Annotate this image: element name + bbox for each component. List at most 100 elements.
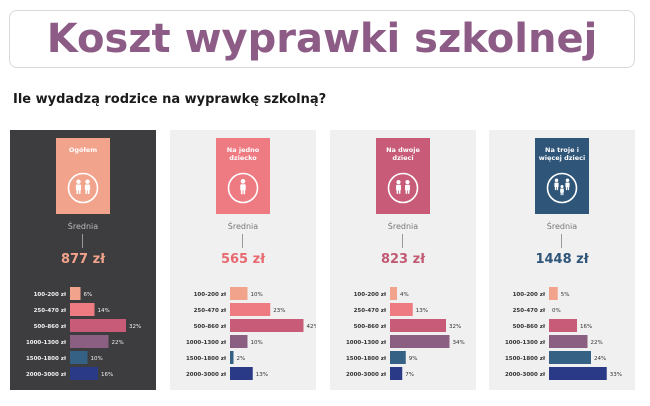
category-badge: Na troje i więcej dzieci xyxy=(535,138,589,214)
subtitle: Ile wydadzą rodzice na wyprawkę szkolną? xyxy=(13,92,327,107)
category-label: 2000-3000 zł xyxy=(186,372,227,378)
average-label: Średnia xyxy=(227,222,259,231)
bar xyxy=(549,351,591,364)
value-label: 13% xyxy=(256,372,268,378)
value-label: 32% xyxy=(449,324,461,330)
value-label: 42% xyxy=(307,324,317,330)
category-label: 250-470 zł xyxy=(513,308,546,314)
category-label: 1500-1800 zł xyxy=(186,356,227,362)
value-label: 2% xyxy=(237,356,246,362)
value-label: 5% xyxy=(561,292,570,298)
average-label: Średnia xyxy=(67,222,99,231)
category-badge: Na jedno dziecko xyxy=(216,138,270,214)
bar xyxy=(70,351,88,364)
bar xyxy=(70,287,81,300)
category-label: 100-200 zł xyxy=(194,292,227,298)
category-label: 2000-3000 zł xyxy=(26,372,67,378)
title-box: Koszt wyprawki szkolnej xyxy=(9,10,635,68)
bar xyxy=(390,303,413,316)
bar xyxy=(549,287,558,300)
value-label: 22% xyxy=(112,340,124,346)
average-label: Średnia xyxy=(387,222,419,231)
category-label: 1500-1800 zł xyxy=(346,356,387,362)
category-label: 1000-1300 zł xyxy=(505,340,546,346)
bar xyxy=(70,303,95,316)
value-label: 10% xyxy=(251,292,263,298)
category-label: 250-470 zł xyxy=(354,308,387,314)
average-value: 823 zł xyxy=(380,252,426,267)
average-connector xyxy=(402,234,403,248)
bar xyxy=(390,351,406,364)
category-label: 500-860 zł xyxy=(34,324,67,330)
two-children-icon xyxy=(387,172,419,204)
category-label: 500-860 zł xyxy=(194,324,227,330)
value-label: 7% xyxy=(405,372,414,378)
chart-panel-1: Ogółem Średnia 877 zł 100-200 zł 6% 250-470 z… xyxy=(10,130,156,390)
category-label: 500-860 zł xyxy=(354,324,387,330)
bar xyxy=(230,303,271,316)
bar xyxy=(230,351,234,364)
child-icon xyxy=(227,172,259,204)
bar xyxy=(70,335,109,348)
value-label: 9% xyxy=(409,356,418,362)
value-label: 22% xyxy=(591,340,603,346)
category-label: 1000-1300 zł xyxy=(186,340,227,346)
category-label: 1000-1300 zł xyxy=(26,340,67,346)
value-label: 10% xyxy=(251,340,263,346)
category-label: 100-200 zł xyxy=(513,292,546,298)
value-label: 32% xyxy=(129,324,141,330)
category-label: 1500-1800 zł xyxy=(26,356,67,362)
bar-chart: 100-200 zł 10% 250-470 zł 23% 500-860 zł 42% 1… xyxy=(186,287,317,380)
value-label: 33% xyxy=(610,372,622,378)
value-label: 16% xyxy=(580,324,592,330)
bar xyxy=(390,335,450,348)
average-connector xyxy=(561,234,562,248)
value-label: 34% xyxy=(453,340,465,346)
category-badge: Ogółem xyxy=(56,138,110,214)
bar-chart: 100-200 zł 4% 250-470 zł 13% 500-860 zł 32% 10… xyxy=(346,287,465,380)
average-connector xyxy=(82,234,83,248)
category-label: 100-200 zł xyxy=(34,292,67,298)
bar xyxy=(390,287,397,300)
value-label: 4% xyxy=(400,292,409,298)
category-label: 250-470 zł xyxy=(34,308,67,314)
bar xyxy=(70,367,98,380)
badge-label: Na jedno dziecko xyxy=(226,146,260,162)
category-label: 250-470 zł xyxy=(194,308,227,314)
category-label: 2000-3000 zł xyxy=(346,372,387,378)
bar xyxy=(549,319,577,332)
badge-label: Na troje i więcej dzieci xyxy=(538,146,586,162)
category-label: 1500-1800 zł xyxy=(505,356,546,362)
bar-chart: 100-200 zł 5% 250-470 zł 0% 500-860 zł 16% 100… xyxy=(505,287,622,380)
category-label: 100-200 zł xyxy=(354,292,387,298)
bar xyxy=(230,319,304,332)
bar xyxy=(230,335,248,348)
category-label: 500-860 zł xyxy=(513,324,546,330)
bar xyxy=(390,367,403,380)
value-label: 0% xyxy=(552,308,561,314)
badge-label: Ogółem xyxy=(68,146,98,154)
value-label: 16% xyxy=(101,372,113,378)
average-connector xyxy=(242,234,243,248)
average-label: Średnia xyxy=(546,222,578,231)
average-value: 877 zł xyxy=(60,252,106,267)
category-label: 1000-1300 zł xyxy=(346,340,387,346)
value-label: 10% xyxy=(91,356,103,362)
badge-label: Na dwoje dzieci xyxy=(386,146,420,162)
chart-panel-4: Na troje i więcej dzieci Średnia 1448 zł 10… xyxy=(489,130,635,390)
family-icon xyxy=(546,172,578,204)
average-value: 565 zł xyxy=(220,252,266,267)
bar xyxy=(549,335,588,348)
bar xyxy=(390,319,446,332)
category-label: 2000-3000 zł xyxy=(505,372,546,378)
page-title: Koszt wyprawki szkolnej xyxy=(46,16,598,62)
bar xyxy=(230,287,248,300)
bar xyxy=(549,367,607,380)
value-label: 13% xyxy=(416,308,428,314)
value-label: 23% xyxy=(273,308,285,314)
category-badge: Na dwoje dzieci xyxy=(376,138,430,214)
average-value: 1448 zł xyxy=(535,252,589,267)
value-label: 14% xyxy=(98,308,110,314)
bar xyxy=(70,319,126,332)
value-label: 6% xyxy=(84,292,93,298)
